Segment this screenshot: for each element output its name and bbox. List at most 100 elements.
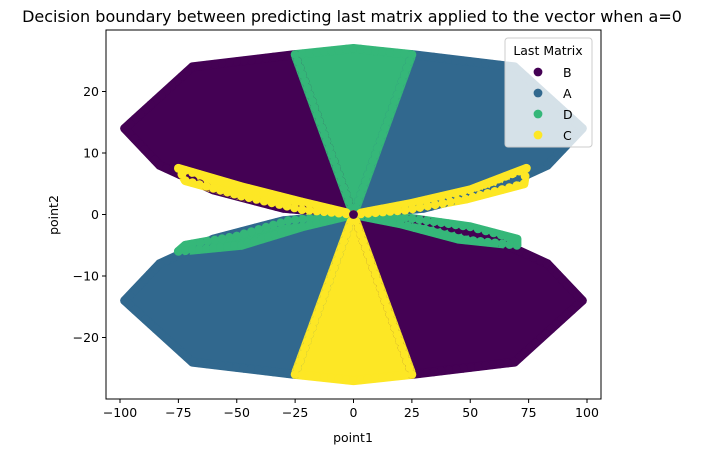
point-d [366, 163, 375, 173]
point-c [430, 200, 440, 210]
point-a [188, 357, 197, 367]
point-c [385, 372, 395, 382]
point-b [436, 366, 446, 376]
point-c [378, 290, 388, 299]
point-c [317, 296, 327, 306]
point-d [317, 123, 327, 133]
point-d [468, 236, 478, 246]
point-d [327, 46, 336, 56]
point-b [239, 56, 249, 66]
point-b [510, 357, 519, 367]
y-tick-label: −10 [73, 269, 99, 284]
point-d [284, 226, 293, 236]
y-axis-ticks: −20 −10 0 10 20 [73, 84, 106, 345]
x-tick-label: −50 [224, 405, 250, 420]
point-a [276, 368, 285, 377]
point-b [195, 61, 205, 71]
point-c [378, 207, 388, 217]
point-c [252, 195, 261, 204]
point-c [339, 236, 349, 246]
point-c [363, 250, 373, 259]
y-tick-label: 20 [83, 84, 99, 99]
point-d [270, 230, 280, 240]
point-c [305, 330, 315, 339]
point-d [388, 103, 397, 113]
x-axis-ticks: −100 −75 −50 −25 0 25 50 75 100 [103, 399, 599, 420]
point-c [310, 316, 319, 326]
point-c [332, 256, 341, 266]
point-c [378, 373, 388, 382]
point-d [283, 216, 293, 226]
point-d [217, 234, 227, 244]
point-c [520, 171, 530, 181]
point-c [312, 310, 322, 319]
point-d [400, 213, 410, 223]
point-c [514, 166, 524, 176]
point-c [356, 375, 366, 385]
y-tick-label: 10 [83, 146, 99, 161]
point-b [155, 160, 165, 170]
point-d [498, 239, 507, 249]
point-b [529, 253, 539, 262]
point-d [312, 47, 322, 57]
point-d [436, 218, 446, 228]
point-c [244, 184, 254, 194]
point-c [334, 206, 344, 216]
point-c [461, 194, 470, 204]
point-d [410, 223, 420, 233]
point-c [366, 256, 375, 266]
point-d [390, 96, 400, 106]
point-c [334, 374, 344, 384]
legend-marker-d [533, 109, 543, 119]
point-c [493, 174, 503, 184]
point-d [473, 224, 483, 234]
point-c [216, 185, 225, 195]
point-c [349, 376, 358, 385]
point-c [465, 185, 475, 195]
point-c [363, 208, 373, 218]
point-c [383, 303, 392, 313]
point-c [356, 209, 366, 219]
point-d [322, 136, 332, 146]
point-d [392, 90, 402, 99]
point-a [480, 59, 490, 68]
point-c [230, 189, 239, 199]
point-d [378, 130, 388, 140]
point-d [483, 237, 493, 247]
point-d [298, 214, 308, 224]
point-b [473, 362, 483, 371]
point-a [451, 55, 461, 65]
point-d [319, 47, 329, 56]
point-c [237, 182, 246, 192]
point-c [405, 363, 414, 373]
point-c [453, 196, 463, 205]
point-a [466, 57, 475, 66]
point-c [237, 191, 246, 201]
point-d [307, 96, 317, 106]
point-d [373, 143, 383, 153]
point-c [483, 189, 492, 198]
point-c [400, 370, 409, 380]
point-d [403, 221, 412, 231]
y-tick-label: −20 [73, 330, 99, 345]
point-d [225, 232, 234, 242]
point-d [305, 214, 315, 224]
point-d [344, 196, 353, 206]
point-b [429, 367, 439, 377]
point-c [305, 205, 314, 215]
point-c [244, 193, 254, 203]
point-d [425, 227, 434, 236]
point-d [395, 219, 405, 229]
point-d [302, 83, 312, 93]
point-d [336, 176, 346, 186]
point-c [500, 172, 510, 181]
point-c [315, 303, 324, 313]
point-d [305, 220, 314, 230]
point-c [475, 190, 485, 200]
point-d [378, 47, 388, 56]
point-d [439, 230, 449, 240]
point-c [371, 270, 380, 279]
point-c [385, 310, 395, 319]
point-d [497, 230, 506, 240]
